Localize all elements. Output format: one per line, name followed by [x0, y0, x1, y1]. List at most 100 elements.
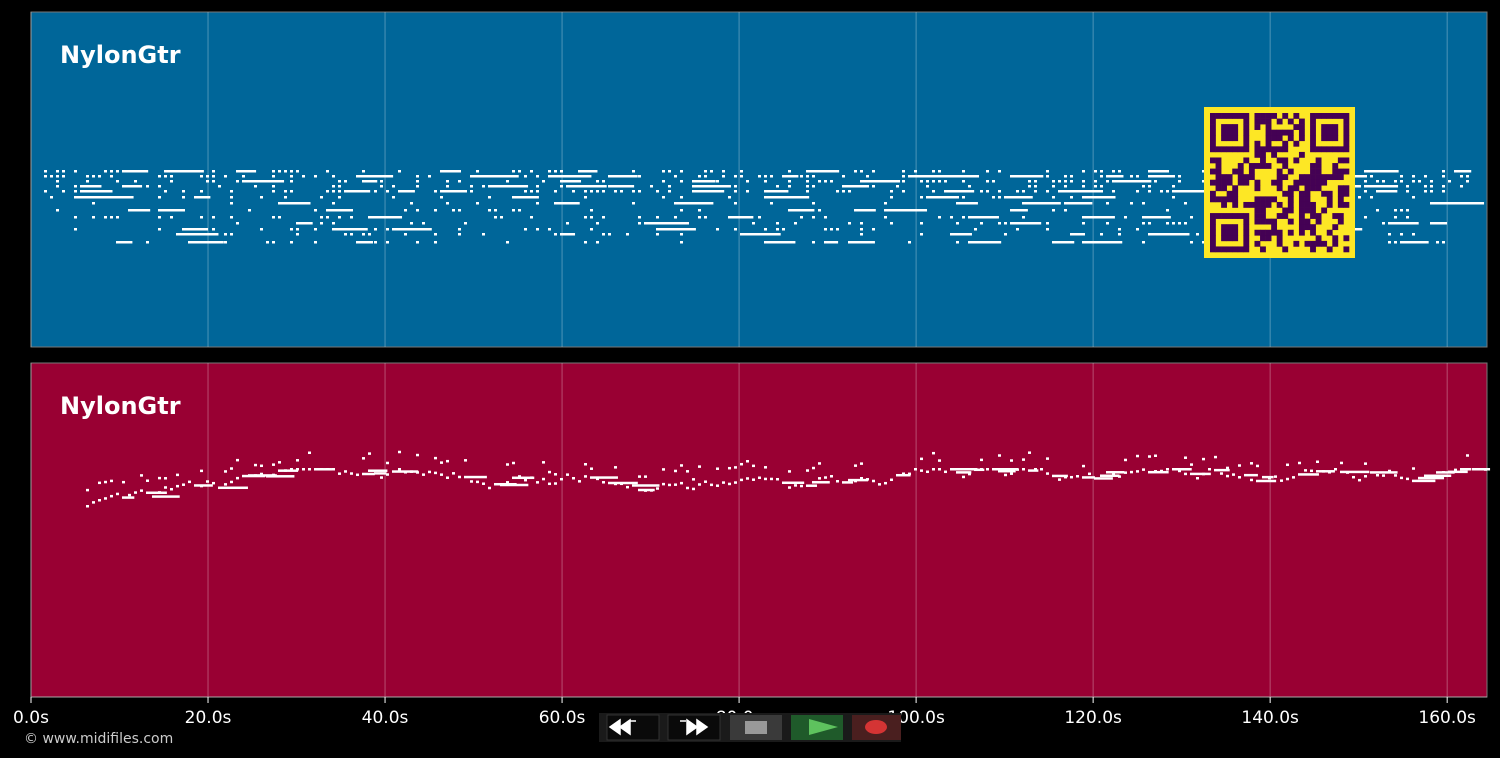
note — [812, 175, 815, 178]
note — [884, 209, 928, 212]
note — [272, 473, 275, 477]
qr-module — [1276, 229, 1283, 236]
note — [590, 467, 593, 470]
note — [674, 202, 714, 205]
note — [962, 216, 965, 219]
note — [1100, 175, 1103, 178]
note — [860, 476, 863, 480]
note — [962, 190, 965, 193]
note — [1148, 455, 1151, 458]
note — [1358, 478, 1361, 482]
qr-module — [1248, 174, 1255, 181]
note — [164, 486, 167, 489]
note — [602, 190, 605, 193]
qr-module — [1282, 113, 1289, 119]
note — [536, 202, 539, 205]
note — [662, 180, 665, 183]
note — [110, 479, 113, 483]
note — [110, 170, 113, 173]
note — [584, 196, 587, 199]
note — [788, 180, 791, 183]
qr-module — [1215, 196, 1222, 203]
note — [962, 196, 965, 199]
note — [1082, 233, 1085, 236]
note — [488, 185, 529, 188]
note — [764, 233, 767, 236]
note — [230, 190, 233, 193]
qr-module — [1315, 185, 1322, 192]
note — [1130, 470, 1133, 474]
note — [1088, 472, 1091, 476]
note — [710, 170, 713, 173]
note — [1454, 170, 1472, 173]
qr-module — [1315, 213, 1322, 219]
qr-module — [1260, 157, 1266, 164]
note — [986, 180, 989, 183]
note — [1106, 222, 1109, 225]
qr-module — [1310, 146, 1316, 153]
note — [458, 209, 461, 212]
note — [1082, 222, 1085, 225]
qr-module — [1254, 196, 1261, 203]
qr-module — [1293, 240, 1300, 247]
note — [956, 471, 972, 474]
qr-module — [1332, 163, 1339, 169]
qr-module — [1226, 229, 1233, 236]
note — [932, 190, 935, 193]
qr-module — [1304, 196, 1311, 203]
note — [116, 180, 119, 183]
stop-button[interactable] — [730, 715, 782, 740]
note — [380, 175, 383, 178]
note — [1082, 185, 1085, 188]
note — [734, 175, 737, 178]
note — [1214, 468, 1230, 472]
note — [1358, 196, 1361, 199]
note — [1082, 241, 1123, 244]
note — [416, 471, 419, 474]
note — [212, 216, 215, 219]
note — [476, 202, 479, 205]
note — [1166, 170, 1169, 173]
note — [1136, 190, 1139, 193]
note — [158, 476, 161, 480]
note — [1430, 185, 1433, 188]
forward-button[interactable] — [667, 714, 721, 741]
note — [776, 222, 779, 225]
qr-module — [1260, 218, 1266, 225]
note — [548, 175, 592, 178]
record-button[interactable] — [852, 715, 901, 740]
note — [1412, 479, 1436, 483]
note — [584, 185, 607, 188]
note — [386, 190, 389, 193]
qr-module — [1287, 118, 1294, 125]
qr-module — [1276, 235, 1283, 242]
note — [392, 196, 395, 199]
note — [560, 233, 576, 236]
note — [464, 459, 467, 462]
qr-module — [1276, 118, 1283, 125]
note — [836, 190, 839, 193]
qr-module — [1210, 118, 1216, 125]
qr-module — [1248, 168, 1255, 175]
note — [998, 469, 1016, 473]
note — [896, 185, 899, 188]
note — [500, 175, 503, 178]
tick-label: 40.0s — [362, 708, 409, 728]
note — [902, 170, 905, 173]
note — [212, 180, 215, 183]
qr-module — [1315, 146, 1322, 153]
qr-module — [1310, 201, 1316, 208]
note — [866, 175, 869, 178]
rewind-button[interactable] — [606, 714, 660, 741]
note — [560, 477, 563, 481]
qr-module — [1210, 168, 1216, 175]
note — [1064, 175, 1067, 178]
note — [1412, 467, 1415, 470]
note — [1382, 222, 1385, 225]
qr-module — [1221, 135, 1227, 142]
qr-module — [1332, 135, 1339, 142]
note — [1460, 185, 1463, 188]
play-button[interactable] — [791, 715, 843, 740]
note — [380, 180, 383, 183]
note — [1292, 476, 1295, 479]
